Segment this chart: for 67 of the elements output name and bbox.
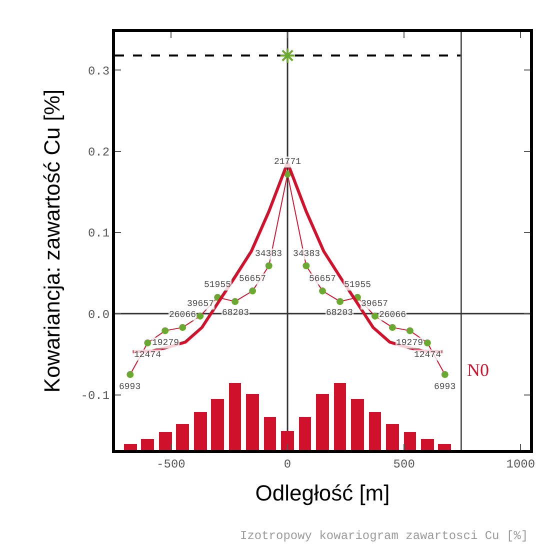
annotation: N0: [467, 360, 489, 380]
x-axis-title: Odległość [m]: [255, 480, 390, 506]
point: [265, 262, 272, 270]
annotation: 68203: [222, 308, 250, 318]
bar: [176, 424, 189, 450]
annotation: 56657: [239, 274, 266, 284]
point: [441, 371, 448, 378]
point: [126, 371, 134, 378]
point: [196, 312, 204, 320]
x-tick-label: -500: [156, 457, 186, 472]
point: [302, 262, 310, 270]
bar: [404, 432, 416, 450]
point: [371, 312, 378, 320]
annotation: 12474: [414, 350, 442, 360]
annotation: 39657: [187, 299, 214, 309]
bar: [316, 394, 329, 450]
bar: [194, 412, 207, 450]
bar: [264, 417, 276, 450]
bar: [211, 399, 224, 450]
annotation: 34383: [293, 249, 320, 259]
bar: [369, 412, 381, 450]
point: [319, 287, 326, 294]
point: [179, 324, 186, 331]
annotation: 51955: [344, 280, 372, 290]
annotation: 6993: [434, 382, 456, 392]
x-tick-label: 1000: [506, 457, 536, 472]
x-tick-label: 500: [393, 457, 415, 472]
point: [406, 327, 414, 334]
bar: [438, 444, 451, 450]
point: [232, 298, 239, 305]
point: [424, 339, 431, 346]
bar: [246, 394, 259, 450]
bar: [124, 444, 137, 450]
bar: [334, 383, 346, 450]
bar: [229, 383, 241, 450]
annotation: 26066: [169, 310, 196, 320]
annotation: 19279: [396, 338, 424, 348]
y-tick-label: 0.3: [88, 64, 110, 78]
point: [388, 324, 396, 331]
annotation: 6993: [119, 382, 141, 392]
point: [249, 287, 256, 294]
y-tick-label: -0.1: [80, 389, 110, 404]
annotation: 26066: [379, 310, 406, 320]
y-tick-label: 0.1: [88, 226, 110, 241]
y-tick-label: 0.2: [88, 146, 110, 160]
annotation: 51955: [204, 280, 232, 290]
x-tick-label: 0: [284, 457, 292, 472]
point: [336, 298, 344, 305]
bar: [386, 424, 399, 450]
point: [162, 327, 169, 334]
point: [279, 47, 296, 64]
bar: [421, 439, 434, 450]
annotation: 19279: [152, 338, 180, 348]
point: [144, 339, 152, 346]
annotation: 56657: [309, 274, 336, 284]
text: Izotropowy kowariogram zawartosci Cu [%]: [240, 529, 528, 543]
bar: [299, 417, 311, 450]
annotation: 12474: [134, 350, 162, 360]
bar: [159, 432, 172, 450]
y-axis-title: Kowariancja: zawartość Cu [%]: [40, 89, 65, 393]
y-tick-label: 0.0: [88, 308, 110, 322]
bar: [141, 439, 154, 450]
annotation: 39657: [361, 299, 388, 309]
bar: [281, 431, 294, 450]
annotation: 68203: [326, 308, 354, 318]
bar: [351, 399, 364, 450]
annotation: 34383: [255, 249, 282, 259]
